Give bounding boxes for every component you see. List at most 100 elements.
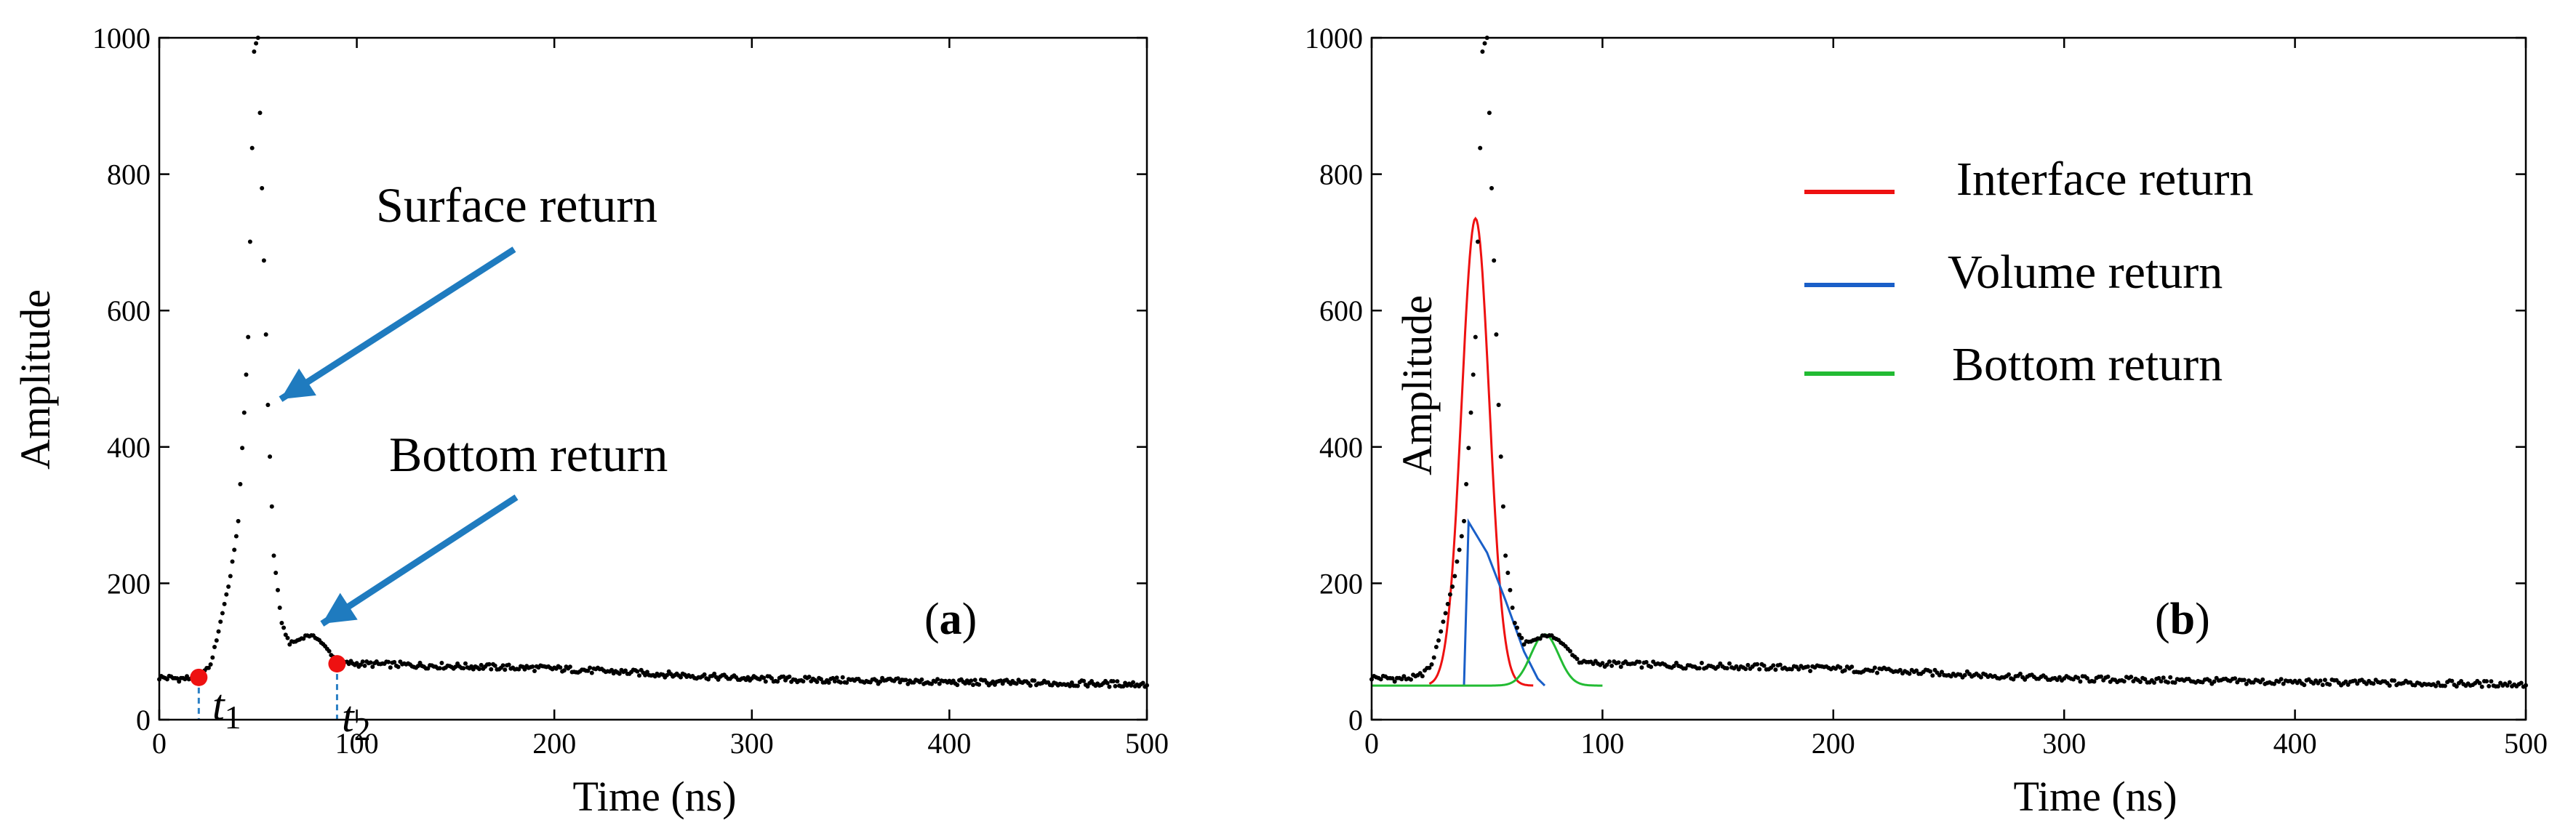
waveform-point [1455,559,1460,564]
waveform-point [1487,110,1492,116]
waveform-point [1478,145,1483,150]
x-tick-label: 0 [1364,727,1379,760]
waveform-point [273,571,279,575]
waveform-point [224,592,229,597]
waveform-point [1808,669,1813,673]
waveform-point [637,673,641,678]
waveform-point [702,672,707,677]
waveform-point [2371,681,2376,686]
waveform-point [1450,584,1455,589]
waveform-point [1476,239,1480,244]
waveform-point [2487,683,2492,688]
waveform-point [1498,454,1503,459]
waveform-point [2320,683,2325,688]
waveform-point [532,669,537,673]
waveform-point [1420,674,1425,679]
fit-line-bottom-return [1372,633,1603,687]
waveform-point [1014,681,1019,686]
waveform-point [1519,635,1524,640]
waveform-point [425,666,431,671]
waveform-point [479,662,484,667]
waveform-point [2433,683,2439,688]
waveform-point [2092,679,2097,684]
waveform-point [261,258,266,263]
waveform-point [461,666,466,671]
waveform-point [1131,680,1135,685]
panel-label-b: (b) [2155,595,2210,644]
waveform-point [2129,675,2134,680]
waveform-point [359,662,363,667]
plot-frame [158,36,1148,721]
marker-dot-t2 [328,655,346,673]
x-tick-label: 400 [927,727,971,760]
waveform-point [2023,677,2028,682]
waveform-point [2479,684,2484,689]
waveform-point [801,679,806,684]
waveform-point [1838,665,1843,670]
waveform-point [492,663,497,668]
waveform-point [1433,645,1439,649]
waveform-point [2076,675,2081,680]
waveform-point [388,665,393,670]
waveform-point [503,667,508,672]
waveform-point [2166,680,2170,685]
surface-arrow-head [280,368,316,400]
waveform-point [1724,666,1729,671]
waveform-point [1805,664,1810,669]
waveform-point [1105,680,1110,686]
waveform-point [370,664,375,670]
x-axis-title: Time (ns) [572,773,736,820]
waveform-point [1727,661,1732,666]
waveform-point [238,482,243,486]
waveform-point [558,665,563,670]
y-tick-label: 600 [1319,294,1363,327]
waveform-point [1930,673,1935,678]
waveform-point [1489,185,1494,190]
waveform-point [991,679,996,684]
waveform-point [1940,670,1944,675]
waveform-point [477,667,481,672]
waveform-point [164,677,169,682]
waveform-point [2159,679,2164,684]
waveform-point [277,606,282,610]
x-tick-label: 500 [2504,727,2548,760]
bottom-arrow-head [321,592,358,624]
waveform-point [254,41,259,46]
waveform-point [1121,684,1126,689]
waveform-point [1390,676,1395,681]
waveform-point [2084,676,2089,680]
waveform-point [233,534,239,539]
waveform-point [1671,664,1676,669]
waveform-point [781,674,786,679]
x-tick-label: 200 [532,727,576,760]
y-tick-label: 1000 [92,22,151,55]
waveform-point [1113,683,1118,688]
waveform-point [1928,669,1933,674]
x-tick-label: 100 [335,727,379,760]
waveform-point [463,661,468,666]
waveform-point [839,680,843,685]
waveform-point [1796,667,1801,672]
waveform-point [1674,660,1679,665]
y-axis-title: Amplitude [1393,295,1441,475]
x-tick-label: 0 [152,727,167,760]
waveform-point [1875,670,1880,675]
waveform-point [263,332,268,337]
waveform-point [2343,679,2348,684]
waveform-point [567,664,572,670]
waveform-point [2281,681,2286,686]
waveform-point [2327,682,2332,687]
waveform-point [1761,663,1767,668]
waveform-point [1637,659,1642,664]
waveform-point [1480,49,1485,54]
waveform-point [2392,678,2397,683]
waveform-point [935,677,940,682]
waveform-point [208,662,213,667]
waveform-point [1466,446,1471,451]
waveform-point [1471,372,1476,377]
waveform-point [617,671,622,676]
waveform-point [1789,667,1794,672]
waveform-point [487,662,492,667]
waveform-point [1716,664,1721,670]
waveform-point [439,661,444,665]
